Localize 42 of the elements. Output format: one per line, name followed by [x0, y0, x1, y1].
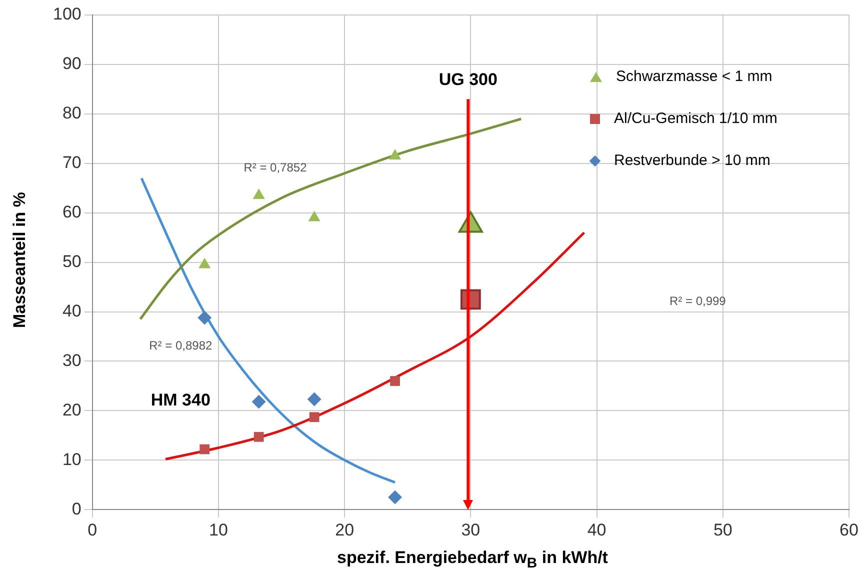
- y-axis-title: Masseanteil in %: [10, 190, 30, 330]
- point: [390, 376, 400, 386]
- annotation: R² = 0,999: [669, 294, 726, 308]
- ref-line-label: UG 300: [438, 70, 498, 90]
- x-tick-label: 10: [209, 520, 228, 540]
- annotation: R² = 0,7852: [244, 160, 308, 175]
- point: [200, 444, 210, 454]
- point: [309, 412, 320, 422]
- x-tick-label: 0: [88, 520, 98, 540]
- line-series: [140, 176, 396, 484]
- y-tick-label: 70: [62, 153, 82, 172]
- point: [308, 210, 320, 222]
- legend-label: Al/Cu-Gemisch 1/10 mm: [614, 110, 778, 127]
- y-tick-label: 40: [62, 301, 82, 320]
- point: [307, 392, 322, 406]
- point: [388, 148, 402, 160]
- point: [388, 490, 402, 504]
- point: [252, 394, 266, 409]
- y-tick-label: 80: [62, 104, 82, 123]
- annotation: HM 340: [150, 390, 210, 410]
- y-tick-label: 10: [62, 450, 82, 469]
- x-tick-label: 60: [840, 520, 858, 540]
- y-tick-label: 100: [52, 4, 82, 24]
- legend-label: Restverbunde > 10 mm: [614, 152, 770, 169]
- y-tick-label: 60: [62, 202, 82, 222]
- x-axis-title: spezif. Energiebedarf w$_{B}$ in kWh/t: [336, 548, 609, 572]
- x-tick-label: 40: [587, 520, 606, 540]
- y-tick-label: 50: [62, 252, 82, 271]
- y-tick-label: 30: [62, 350, 82, 370]
- y-tick-label: 20: [62, 400, 82, 420]
- x-tick-label: 30: [461, 520, 480, 540]
- y-tick-label: 90: [62, 54, 82, 74]
- line-series: [139, 118, 522, 320]
- point: [198, 258, 211, 268]
- x-tick-label: 20: [335, 520, 354, 540]
- point: [252, 188, 265, 200]
- point: [254, 432, 264, 442]
- x-tick-label: 50: [713, 520, 732, 540]
- annotation: R² = 0,8982: [149, 338, 212, 353]
- y-tick-label: 0: [72, 499, 82, 518]
- legend-label: Schwarzmasse < 1 mm: [616, 68, 772, 85]
- point: [198, 310, 212, 325]
